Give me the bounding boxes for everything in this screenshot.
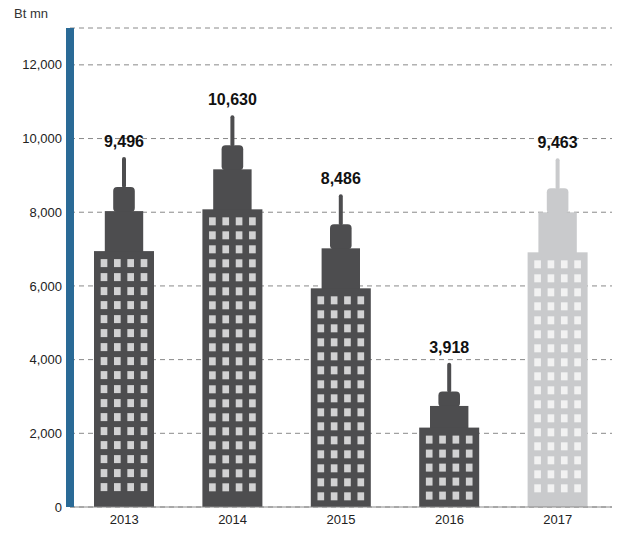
svg-text:0: 0 [55,500,62,515]
svg-text:3,918: 3,918 [429,339,469,356]
svg-text:10,000: 10,000 [22,131,62,146]
svg-text:2015: 2015 [327,512,356,527]
svg-text:8,000: 8,000 [29,205,62,220]
svg-text:2,000: 2,000 [29,426,62,441]
svg-text:2014: 2014 [218,512,247,527]
svg-text:9,463: 9,463 [538,134,578,151]
svg-text:2016: 2016 [435,512,464,527]
svg-text:10,630: 10,630 [208,91,257,108]
svg-text:6,000: 6,000 [29,279,62,294]
svg-text:4,000: 4,000 [29,352,62,367]
svg-text:8,486: 8,486 [321,170,361,187]
html-text:Bt mn: Bt mn [14,6,48,21]
svg-text:9,496: 9,496 [104,133,144,150]
svg-text:2017: 2017 [543,512,572,527]
svg-text:12,000: 12,000 [22,57,62,72]
svg-text:2013: 2013 [110,512,139,527]
